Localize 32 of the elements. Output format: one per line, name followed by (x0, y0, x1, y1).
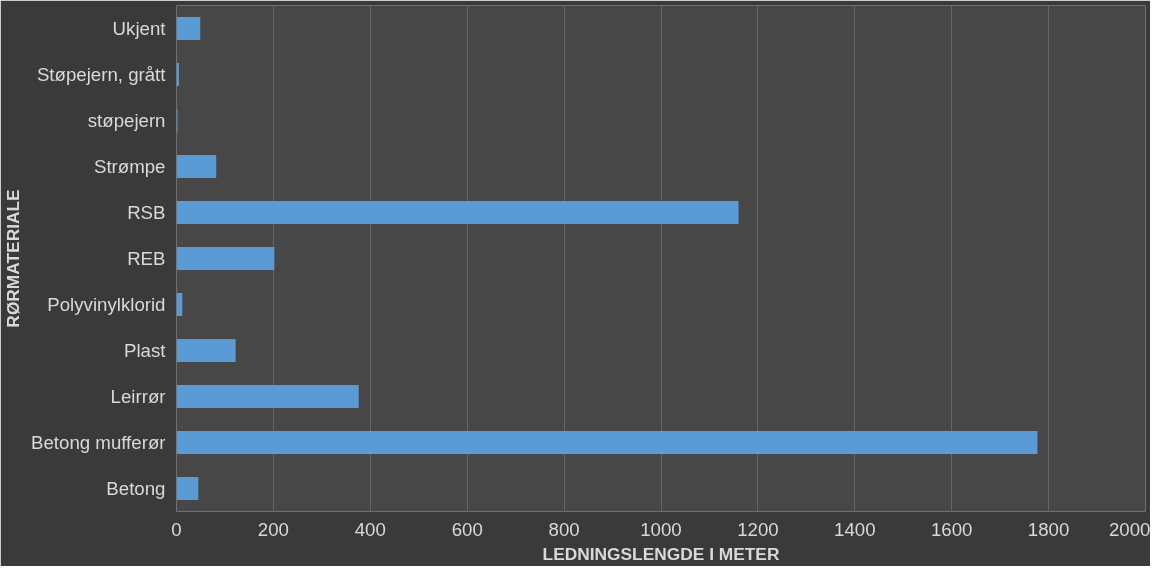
y-tick-label: Støpejern, grått (36, 64, 167, 85)
x-tick-label: 800 (548, 518, 580, 540)
bar (176, 17, 201, 40)
bar (176, 431, 1038, 454)
bar (176, 385, 359, 408)
x-axis-title: LEDNINGSLENGDE I METER (542, 543, 780, 564)
x-tick-label: 2000 (1109, 518, 1151, 540)
x-tick-label: 600 (451, 518, 483, 540)
y-tick-label: Strømpe (93, 156, 166, 177)
bar (176, 155, 217, 178)
bar (176, 201, 739, 224)
y-tick-label: Polyvinylklorid (47, 294, 166, 315)
bar (176, 247, 275, 270)
x-tick-label: 1600 (930, 518, 973, 540)
bar (176, 339, 236, 362)
y-tick-label: RSB (127, 202, 166, 223)
y-tick-label: Betong mufferør (31, 432, 166, 453)
y-tick-label: Plast (124, 340, 167, 361)
x-tick-label: 200 (257, 518, 289, 540)
y-tick-label: REB (127, 248, 166, 269)
x-tick-label: 0 (171, 518, 182, 540)
y-tick-label: Leirrør (110, 386, 166, 407)
bar (176, 477, 199, 500)
y-axis-title: RØRMATERIALE (3, 189, 24, 328)
y-tick-label: Betong (106, 478, 166, 499)
x-tick-label: 1200 (737, 518, 779, 540)
y-tick-label: Ukjent (112, 18, 167, 39)
x-tick-label: 1000 (640, 518, 682, 540)
y-tick-label: støpejern (87, 110, 166, 131)
x-tick-label: 400 (354, 518, 386, 540)
x-tick-label: 1400 (834, 518, 876, 540)
x-tick-label: 1800 (1027, 518, 1070, 540)
